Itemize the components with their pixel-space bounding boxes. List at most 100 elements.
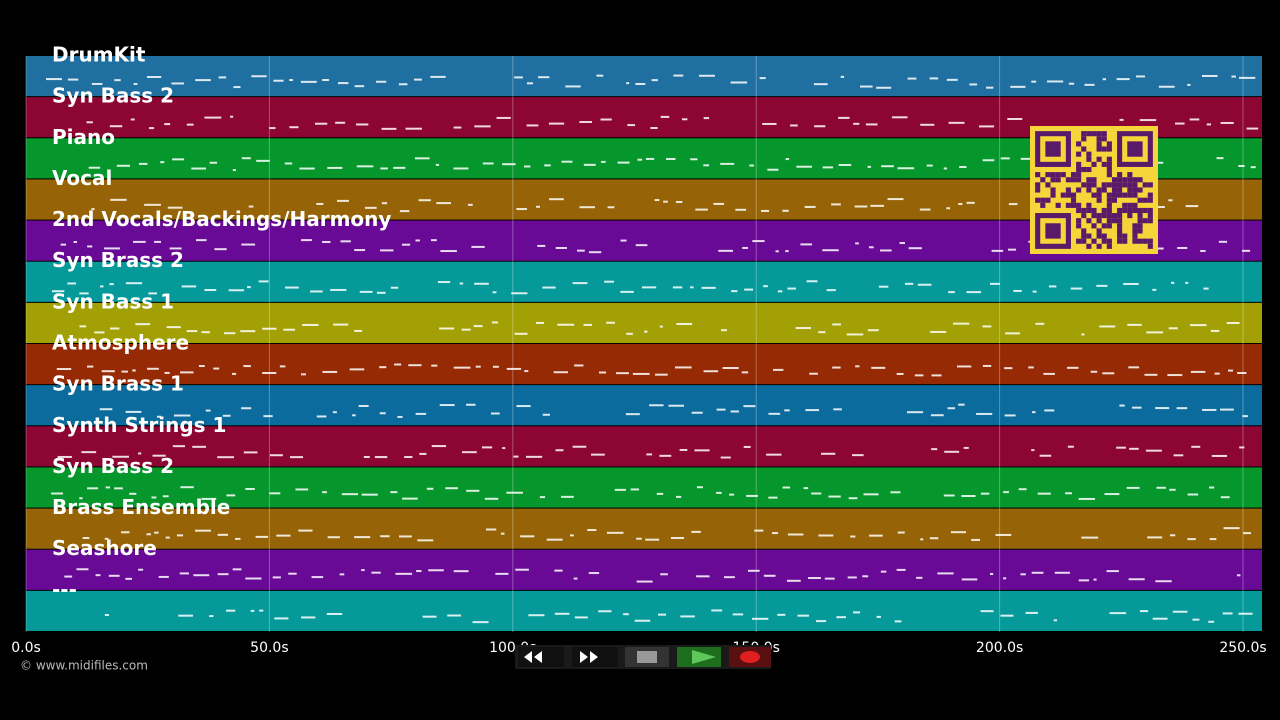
note	[526, 124, 539, 127]
note	[374, 456, 388, 459]
note	[224, 332, 236, 335]
note	[1168, 199, 1173, 202]
rewind-button[interactable]	[518, 647, 564, 667]
note	[730, 81, 748, 84]
note	[341, 493, 359, 496]
note	[1102, 78, 1107, 81]
note	[1250, 166, 1256, 169]
note	[1070, 287, 1083, 290]
note	[109, 125, 123, 128]
note	[869, 534, 883, 537]
note	[1145, 449, 1162, 452]
note	[422, 615, 437, 618]
qr-cell	[1101, 207, 1107, 214]
note	[1035, 322, 1045, 325]
note	[1004, 367, 1013, 370]
qr-cell	[1117, 238, 1123, 244]
qr-cell	[1106, 207, 1112, 214]
note	[114, 79, 121, 82]
note	[364, 206, 377, 209]
note	[896, 372, 904, 375]
note	[675, 366, 692, 369]
note	[620, 290, 634, 293]
note	[699, 74, 715, 77]
note	[247, 286, 251, 289]
note	[86, 121, 93, 124]
note	[359, 290, 373, 293]
qr-cell	[1081, 136, 1087, 142]
note	[588, 251, 602, 254]
note	[542, 286, 556, 289]
note	[980, 492, 990, 495]
track-name: 2nd Vocals/Backings/Harmony	[52, 207, 391, 231]
note	[172, 445, 185, 448]
fast-forward-button[interactable]	[572, 647, 618, 667]
note	[125, 577, 132, 580]
play-button[interactable]	[677, 647, 721, 667]
note	[491, 321, 499, 324]
qr-cell	[1137, 207, 1143, 214]
note	[557, 323, 575, 326]
note	[982, 159, 995, 162]
note	[666, 158, 676, 161]
qr-cell	[1106, 172, 1112, 178]
note	[1000, 614, 1014, 617]
note	[598, 610, 612, 613]
note	[746, 494, 758, 497]
record-button[interactable]	[729, 647, 771, 667]
note	[413, 78, 422, 81]
qr-cell	[1070, 202, 1077, 208]
track-name: Brass Ensemble	[52, 495, 230, 519]
note	[471, 245, 485, 248]
track-lane	[26, 302, 1262, 343]
note	[160, 161, 165, 164]
qr-cell	[1086, 177, 1092, 183]
qr-cell	[1035, 197, 1041, 203]
note	[436, 202, 452, 205]
note	[897, 531, 905, 534]
note	[459, 282, 464, 285]
note	[1139, 610, 1149, 613]
note	[1048, 285, 1057, 288]
note	[1173, 454, 1184, 457]
qr-cell	[1040, 177, 1046, 183]
stop-button[interactable]	[625, 647, 669, 667]
note	[1007, 118, 1023, 121]
note	[542, 413, 550, 416]
note	[1238, 612, 1253, 615]
note	[538, 76, 550, 79]
note	[356, 123, 369, 126]
note	[1147, 536, 1163, 539]
note	[108, 574, 120, 577]
note	[995, 533, 1012, 536]
note	[1004, 414, 1016, 417]
note	[82, 536, 90, 539]
note	[301, 239, 312, 242]
note	[782, 486, 791, 489]
note	[539, 496, 546, 499]
note	[763, 285, 768, 288]
note	[209, 615, 214, 618]
note	[730, 410, 739, 413]
note	[1239, 76, 1256, 79]
qr-cell	[1050, 187, 1056, 193]
note	[513, 455, 519, 458]
note	[1116, 78, 1130, 81]
note	[787, 533, 804, 536]
note	[587, 529, 597, 532]
note	[511, 292, 528, 295]
note	[577, 249, 585, 252]
note	[853, 122, 860, 125]
track-name: Seashore	[52, 536, 157, 560]
qr-cell	[1096, 213, 1102, 219]
qr-cell	[1096, 192, 1102, 198]
qr-cell	[1122, 233, 1128, 239]
note	[718, 249, 734, 252]
note	[99, 408, 113, 411]
qr-cell	[1050, 172, 1056, 178]
note	[95, 574, 101, 577]
note	[920, 123, 935, 126]
note	[658, 613, 667, 616]
note	[330, 288, 347, 291]
note	[269, 492, 281, 495]
